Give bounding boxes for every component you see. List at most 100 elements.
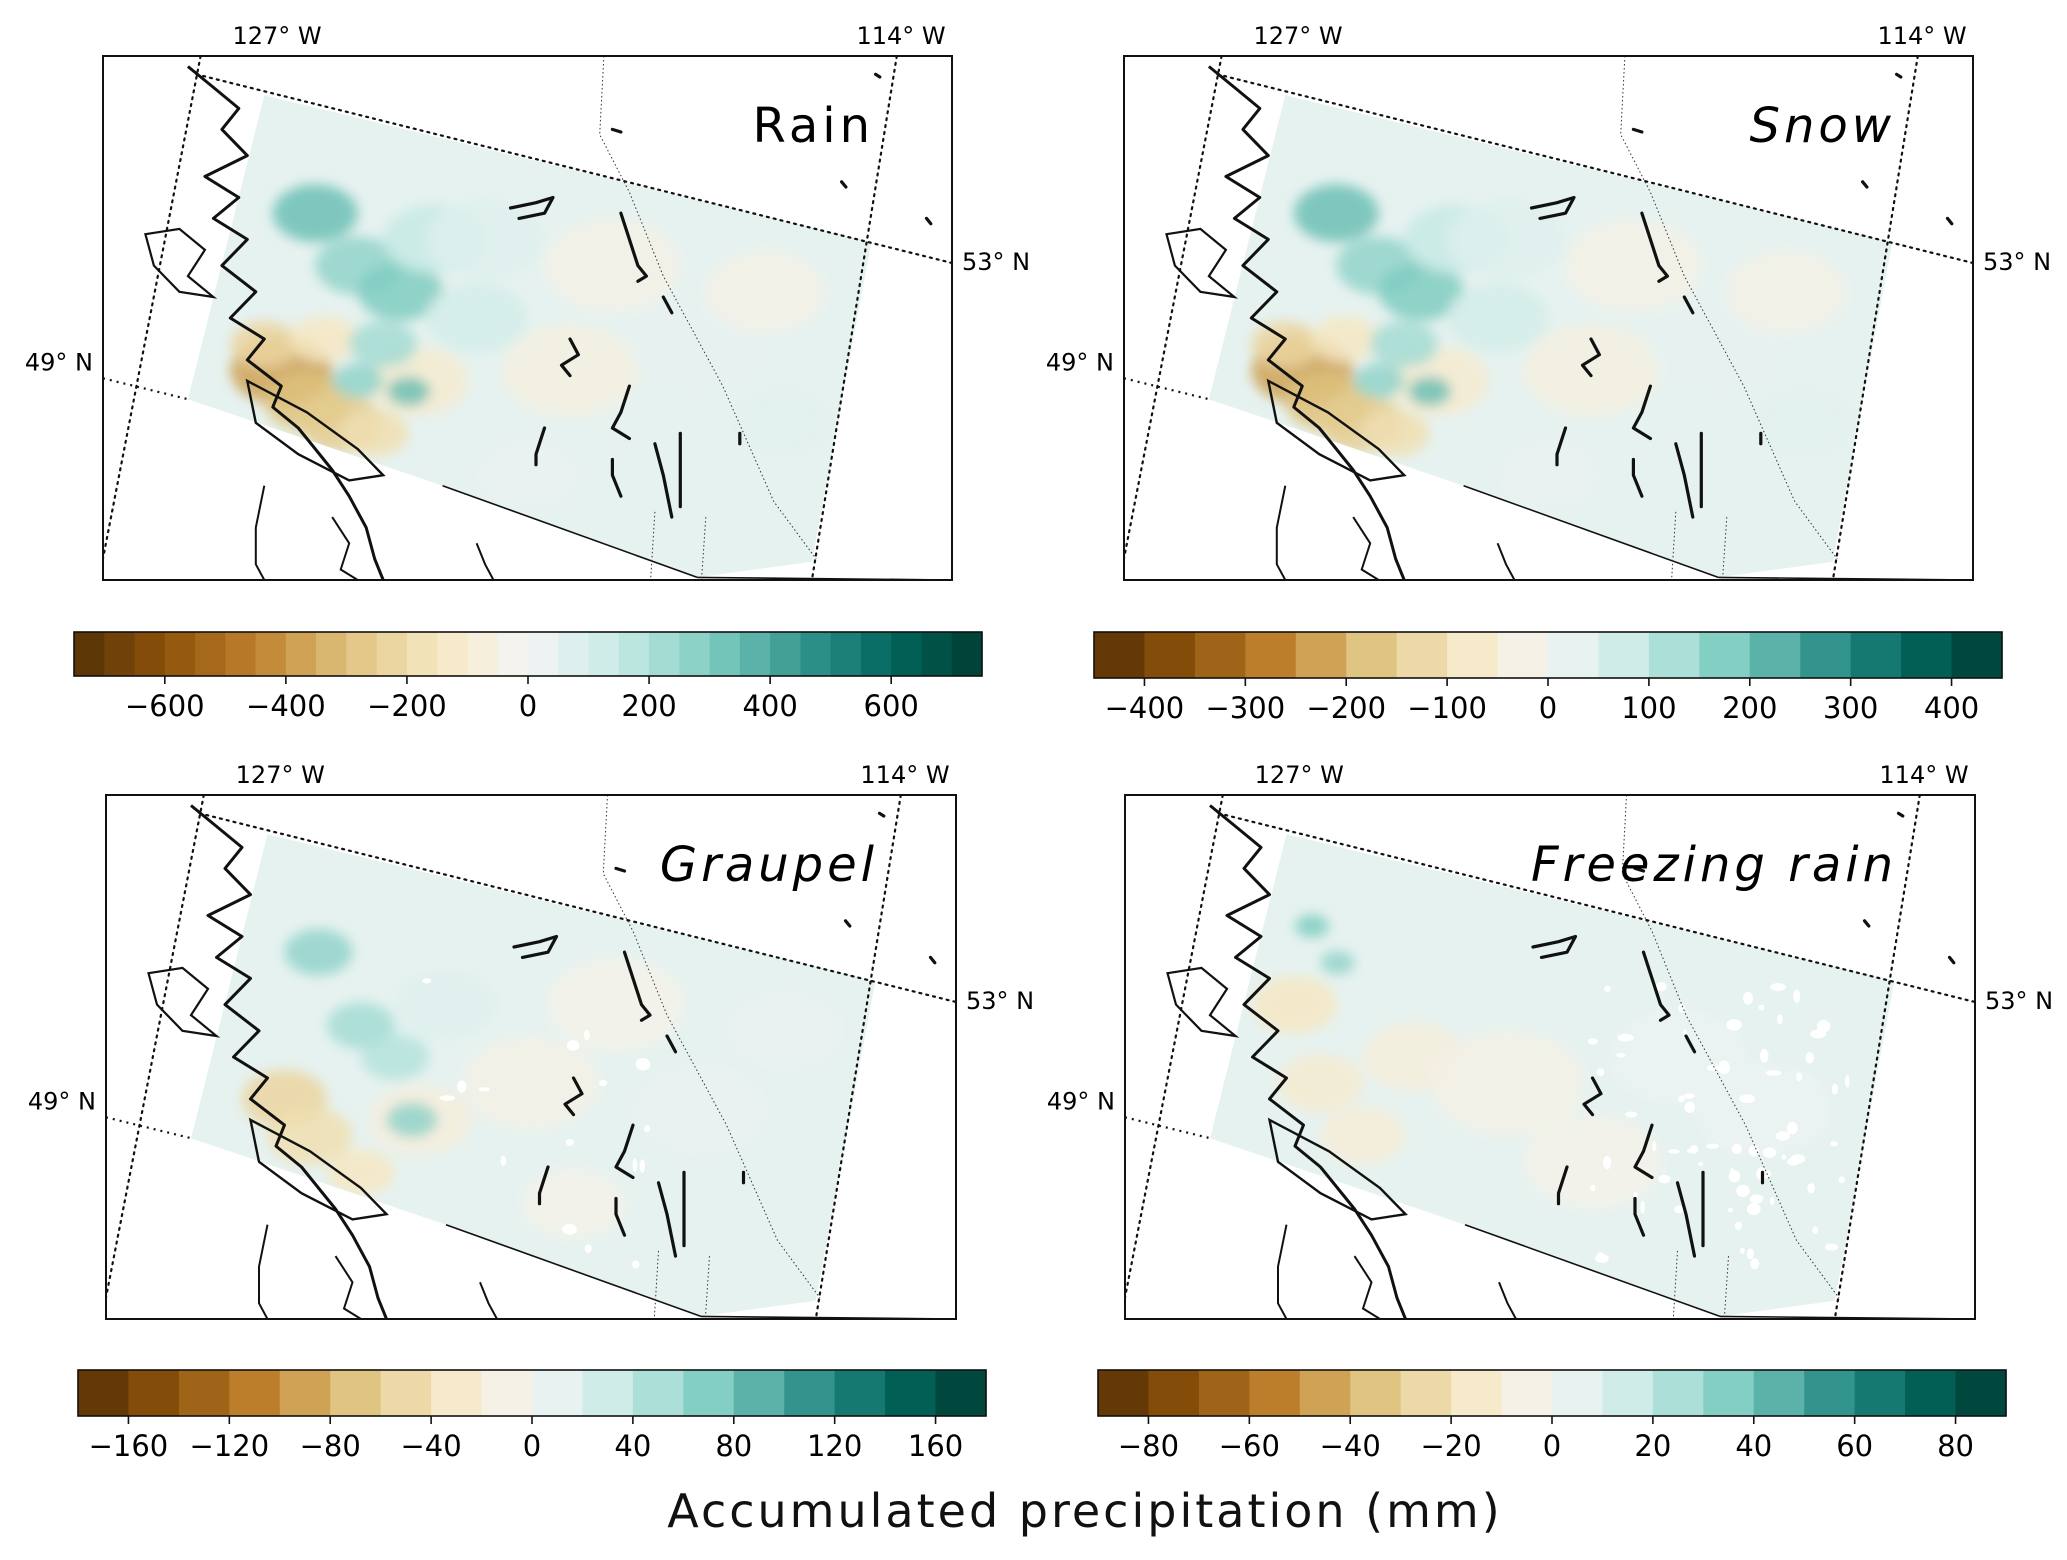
- colorbar-segment: [558, 632, 590, 676]
- missing-value-speck: [1816, 1020, 1831, 1033]
- anomaly-cell: [1252, 975, 1338, 1034]
- colorbar-tick-label: 120: [807, 1429, 862, 1463]
- colorbar-tick-label: 80: [715, 1429, 752, 1463]
- figure-xlabel: Accumulated precipitation (mm): [667, 1484, 1502, 1538]
- colorbar-segment: [467, 632, 499, 676]
- lake: [1555, 426, 1568, 467]
- anomaly-cell: [1497, 440, 1600, 510]
- colorbar-tick-label: 0: [1539, 691, 1557, 725]
- colorbar-segment: [1148, 1370, 1200, 1416]
- missing-value-speck: [1807, 1183, 1815, 1194]
- anomaly-cell: [1726, 251, 1846, 333]
- map-area: [1125, 795, 1975, 1319]
- missing-value-speck: [1596, 1068, 1605, 1077]
- colorbar-segment: [784, 1370, 836, 1416]
- latitude-label: 53° N: [1985, 987, 2053, 1015]
- colorbar-segment: [195, 632, 226, 676]
- graticule-line: [1124, 56, 1223, 565]
- missing-value-speck: [583, 1029, 590, 1041]
- colorbar-segment: [279, 1370, 331, 1416]
- colorbar-segment: [1198, 1370, 1250, 1416]
- colorbar-tick-label: 200: [621, 689, 676, 723]
- missing-value-speck: [1616, 1053, 1626, 1058]
- missing-value-speck: [1678, 1003, 1686, 1013]
- missing-value-speck: [1824, 1243, 1839, 1251]
- colorbar-segment: [800, 632, 832, 676]
- colorbar-tick-label: −600: [125, 689, 205, 723]
- colorbar-segment: [285, 632, 317, 676]
- anomaly-cell: [289, 315, 358, 363]
- colorbar-segment: [528, 632, 559, 676]
- anomaly-cell: [705, 251, 825, 333]
- coastline: [1275, 485, 1287, 580]
- political-border: [1620, 56, 1838, 560]
- colorbar-segment: [1400, 1370, 1452, 1416]
- lake: [1556, 1165, 1569, 1206]
- domain-south-edge: [1464, 1223, 1721, 1318]
- colorbar-segment: [376, 632, 408, 676]
- colorbar-tick-label: −60: [1219, 1429, 1280, 1463]
- colorbar-tick-label: 40: [1735, 1429, 1772, 1463]
- anomaly-cell: [327, 1149, 395, 1196]
- colorbar-segment: [225, 632, 257, 676]
- coastline: [334, 1255, 362, 1319]
- graticule-line: [103, 377, 189, 401]
- anomaly-cell: [476, 440, 579, 510]
- colorbar-segment: [532, 1370, 584, 1416]
- colorbar-segment: [330, 1370, 382, 1416]
- lake: [928, 955, 937, 965]
- colorbar-segment: [649, 632, 680, 676]
- lake: [656, 1181, 678, 1258]
- lake: [512, 934, 559, 960]
- panel-title: Snow: [1749, 98, 1895, 154]
- coastline: [1207, 65, 1406, 580]
- missing-value-speck: [1727, 1207, 1734, 1213]
- missing-value-speck: [1633, 1191, 1638, 1199]
- missing-value-speck: [1743, 991, 1754, 1005]
- lake: [924, 216, 933, 226]
- political-border: [1621, 795, 1840, 1299]
- colorbar-tick-label: 20: [1634, 1429, 1671, 1463]
- missing-value-speck: [1728, 1170, 1741, 1183]
- lake: [1674, 442, 1695, 519]
- longitude-label: 127° W: [1255, 761, 1344, 789]
- lake: [1684, 1034, 1697, 1054]
- colorbar-segment: [1098, 1370, 1150, 1416]
- panel-title: Rain: [753, 98, 874, 154]
- missing-value-speck: [1777, 1014, 1783, 1025]
- missing-value-speck: [419, 1250, 433, 1261]
- colorbar-segment: [406, 632, 438, 676]
- political-border: [599, 56, 817, 560]
- coastline: [190, 804, 388, 1319]
- map-area: [1124, 56, 1973, 580]
- missing-value-speck: [1796, 1072, 1803, 1082]
- missing-value-speck: [1596, 1251, 1605, 1263]
- missing-value-speck: [1790, 1154, 1806, 1164]
- colorbar-segment: [229, 1370, 281, 1416]
- missing-value-speck: [1810, 1029, 1827, 1039]
- anomaly-cell: [1431, 1031, 1584, 1136]
- latitude-label: 49° N: [25, 348, 93, 376]
- missing-value-speck: [1731, 1143, 1742, 1154]
- missing-value-speck: [1706, 1064, 1719, 1071]
- anomaly-cell: [357, 262, 443, 321]
- colorbar-segment: [1703, 1370, 1755, 1416]
- vancouver-island: [1266, 378, 1407, 482]
- colorbar-segment: [683, 1370, 735, 1416]
- longitude-label: 127° W: [232, 22, 321, 50]
- anomaly-cell: [544, 219, 681, 312]
- political-border: [1723, 1256, 1729, 1319]
- graticule-line: [1831, 56, 1919, 580]
- colorbar-tick-label: 400: [1924, 691, 1979, 725]
- colorbar-segment: [1652, 1370, 1704, 1416]
- missing-value-speck: [1805, 1052, 1814, 1064]
- missing-value-speck: [1765, 1070, 1782, 1076]
- colorbar-segment: [582, 1370, 634, 1416]
- colorbar-segment: [834, 1370, 886, 1416]
- anomaly-cell: [425, 199, 545, 280]
- anomaly-cell: [395, 970, 497, 1040]
- colorbar-tick-label: 200: [1722, 691, 1777, 725]
- colorbar-tick-label: 0: [519, 689, 537, 723]
- missing-value-speck: [1652, 1140, 1657, 1152]
- missing-value-speck: [639, 1159, 645, 1174]
